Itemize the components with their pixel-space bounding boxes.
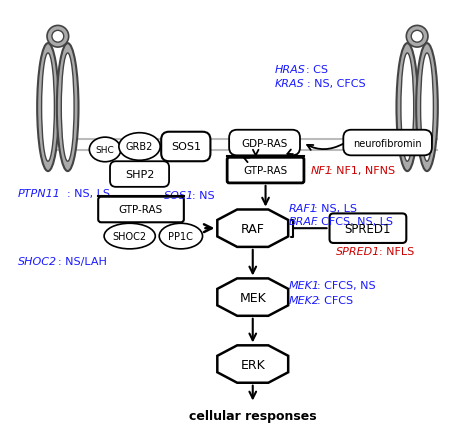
- Text: SPRED1: SPRED1: [337, 246, 381, 256]
- Text: cellular responses: cellular responses: [189, 409, 317, 422]
- Ellipse shape: [396, 44, 418, 172]
- Text: : CFCS: : CFCS: [317, 295, 353, 305]
- Ellipse shape: [42, 54, 55, 162]
- Text: : CFCS, NS: : CFCS, NS: [317, 281, 375, 291]
- Text: SHOC2: SHOC2: [18, 256, 56, 266]
- Ellipse shape: [37, 44, 59, 172]
- Text: GRB2: GRB2: [126, 142, 153, 152]
- FancyBboxPatch shape: [161, 132, 210, 162]
- Ellipse shape: [411, 31, 423, 43]
- Text: HRAS: HRAS: [274, 65, 305, 75]
- Text: KRAS: KRAS: [274, 79, 304, 89]
- Text: : NF1, NFNS: : NF1, NFNS: [328, 166, 395, 176]
- Polygon shape: [217, 279, 288, 316]
- Text: MEK: MEK: [239, 291, 266, 304]
- Text: ERK: ERK: [240, 358, 265, 371]
- Text: SHP2: SHP2: [125, 170, 154, 180]
- Polygon shape: [217, 345, 288, 383]
- Text: : CFCS, NS, LS: : CFCS, NS, LS: [314, 217, 393, 227]
- Ellipse shape: [420, 54, 433, 162]
- Text: NF1: NF1: [311, 166, 333, 176]
- Text: SOS1: SOS1: [171, 142, 201, 152]
- Ellipse shape: [104, 224, 155, 249]
- Text: PTPN11: PTPN11: [18, 188, 60, 198]
- Text: : NFLS: : NFLS: [379, 246, 414, 256]
- FancyBboxPatch shape: [227, 158, 304, 184]
- Ellipse shape: [89, 138, 121, 162]
- Text: PP1C: PP1C: [168, 231, 193, 242]
- Text: GTP-RAS: GTP-RAS: [244, 166, 288, 176]
- FancyBboxPatch shape: [329, 214, 406, 243]
- Text: : NS/LAH: : NS/LAH: [58, 256, 107, 266]
- Text: : CS: : CS: [306, 65, 328, 75]
- Text: SOS1: SOS1: [164, 190, 194, 200]
- Ellipse shape: [406, 26, 428, 48]
- Ellipse shape: [119, 133, 160, 161]
- Ellipse shape: [61, 54, 74, 162]
- Text: : NS, LS: : NS, LS: [314, 203, 357, 213]
- FancyBboxPatch shape: [98, 197, 184, 223]
- Text: : NS, CFCS: : NS, CFCS: [307, 79, 365, 89]
- Text: neurofibromin: neurofibromin: [353, 138, 422, 148]
- Text: : NS: : NS: [191, 190, 214, 200]
- Ellipse shape: [401, 54, 414, 162]
- Text: RAF1: RAF1: [289, 203, 318, 213]
- Polygon shape: [217, 210, 288, 248]
- Ellipse shape: [57, 44, 79, 172]
- Text: : NS, LS: : NS, LS: [67, 188, 109, 198]
- Text: SHOC2: SHOC2: [113, 231, 147, 242]
- Ellipse shape: [159, 224, 202, 249]
- Text: SPRED1: SPRED1: [345, 222, 391, 235]
- Text: MEK1: MEK1: [289, 281, 320, 291]
- FancyBboxPatch shape: [110, 162, 169, 187]
- Ellipse shape: [416, 44, 438, 172]
- Text: SHC: SHC: [96, 146, 114, 155]
- Ellipse shape: [47, 26, 69, 48]
- Text: BRAF: BRAF: [289, 217, 319, 227]
- FancyBboxPatch shape: [343, 130, 432, 156]
- FancyBboxPatch shape: [229, 130, 300, 156]
- Text: GDP-RAS: GDP-RAS: [241, 138, 288, 148]
- Ellipse shape: [52, 31, 64, 43]
- Text: GTP-RAS: GTP-RAS: [118, 205, 163, 215]
- Text: RAF: RAF: [241, 222, 264, 235]
- Text: MEK2: MEK2: [289, 295, 320, 305]
